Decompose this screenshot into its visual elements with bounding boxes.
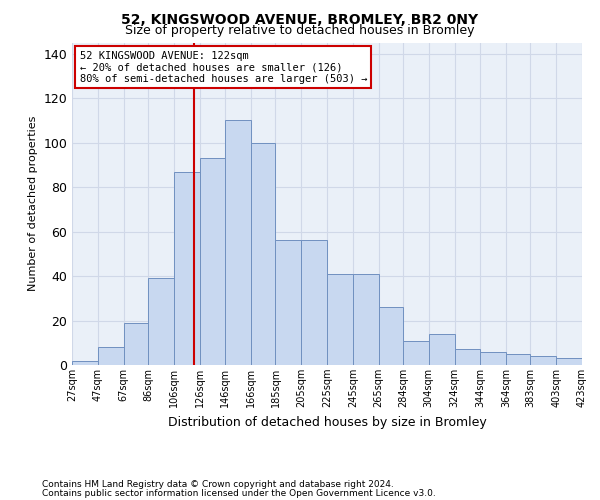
- Bar: [275, 240, 301, 365]
- Bar: [98, 347, 124, 365]
- Text: Contains HM Land Registry data © Crown copyright and database right 2024.: Contains HM Land Registry data © Crown c…: [42, 480, 394, 489]
- Bar: [301, 240, 327, 365]
- Bar: [506, 354, 530, 365]
- Bar: [480, 352, 506, 365]
- Bar: [455, 350, 480, 365]
- Bar: [556, 358, 582, 365]
- Bar: [530, 356, 556, 365]
- Bar: [148, 278, 174, 365]
- X-axis label: Distribution of detached houses by size in Bromley: Distribution of detached houses by size …: [167, 416, 487, 428]
- Y-axis label: Number of detached properties: Number of detached properties: [28, 116, 38, 292]
- Bar: [174, 172, 199, 365]
- Bar: [327, 274, 353, 365]
- Text: 52 KINGSWOOD AVENUE: 122sqm
← 20% of detached houses are smaller (126)
80% of se: 52 KINGSWOOD AVENUE: 122sqm ← 20% of det…: [80, 50, 367, 84]
- Bar: [379, 307, 403, 365]
- Bar: [429, 334, 455, 365]
- Bar: [124, 322, 148, 365]
- Text: Contains public sector information licensed under the Open Government Licence v3: Contains public sector information licen…: [42, 488, 436, 498]
- Bar: [200, 158, 225, 365]
- Bar: [353, 274, 379, 365]
- Bar: [225, 120, 251, 365]
- Bar: [72, 360, 98, 365]
- Text: Size of property relative to detached houses in Bromley: Size of property relative to detached ho…: [125, 24, 475, 37]
- Text: 52, KINGSWOOD AVENUE, BROMLEY, BR2 0NY: 52, KINGSWOOD AVENUE, BROMLEY, BR2 0NY: [121, 12, 479, 26]
- Bar: [403, 340, 429, 365]
- Bar: [251, 142, 275, 365]
